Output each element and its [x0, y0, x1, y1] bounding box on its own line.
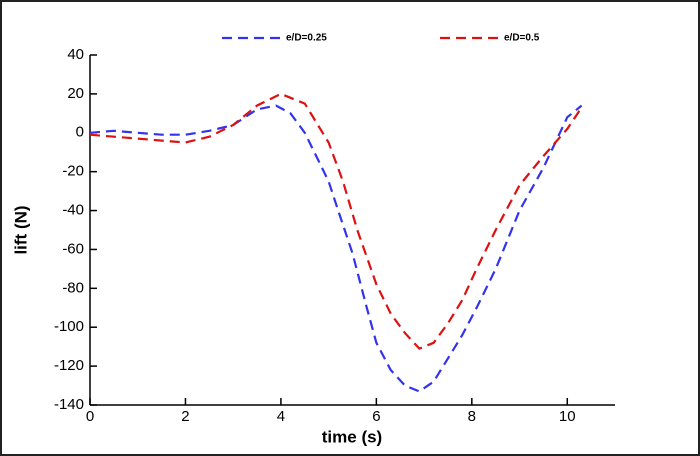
y-tick-label: 20 — [67, 85, 84, 102]
y-tick-label: -20 — [62, 163, 84, 180]
y-tick-label: -100 — [54, 318, 84, 335]
x-tick-label: 8 — [468, 408, 476, 425]
y-tick-label: -120 — [54, 357, 84, 374]
data-line — [89, 92, 583, 350]
legend-label: e/D=0.5 — [504, 33, 540, 44]
y-tick-label: -140 — [54, 396, 84, 413]
x-tick-label: 6 — [372, 408, 380, 425]
x-tick-label: 2 — [181, 408, 189, 425]
x-tick-label: 0 — [86, 408, 94, 425]
y-tick-label: -60 — [62, 240, 84, 257]
x-tick-label: 10 — [559, 408, 576, 425]
data-line — [89, 104, 583, 393]
y-axis-title: lift (N) — [11, 205, 30, 254]
legend-label: e/D=0.25 — [286, 33, 327, 44]
y-tick-label: 40 — [67, 46, 84, 63]
y-tick-label: -40 — [62, 202, 84, 219]
y-tick-label: -80 — [62, 279, 84, 296]
x-tick-label: 4 — [277, 408, 285, 425]
x-axis-title: time (s) — [322, 427, 382, 446]
y-tick-label: 0 — [76, 124, 84, 141]
